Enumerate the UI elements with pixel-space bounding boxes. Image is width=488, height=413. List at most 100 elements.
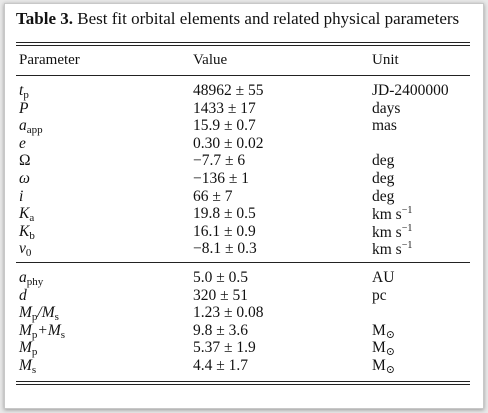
text-segment: mas: [372, 117, 397, 135]
value-cell: 19.8 ± 0.5: [193, 205, 256, 223]
unit-cell: M⊙: [372, 357, 395, 376]
table-row: Kb 16.1 ± 0.9 km s−1: [5, 222, 483, 242]
unit-cell: pc: [372, 287, 387, 305]
text-segment: days: [372, 99, 401, 117]
text-segment: s: [31, 364, 37, 376]
text-segment: b: [29, 229, 35, 242]
unit-cell: JD-2400000: [372, 82, 449, 100]
table-row: aapp 15.9 ± 0.7 mas: [5, 117, 483, 136]
value-cell: 16.1 ± 0.9: [193, 222, 256, 240]
text-segment: M: [372, 339, 386, 357]
value-cell: −8.1 ± 0.3: [193, 240, 257, 258]
value-cell: 5.0 ± 0.5: [193, 269, 249, 286]
text-segment: K: [19, 205, 30, 223]
unit-cell: AU: [372, 269, 394, 287]
text-segment: km s: [372, 223, 402, 241]
text-segment: km s: [372, 206, 402, 224]
value-cell: −7.7 ± 6: [193, 152, 246, 170]
table-row: P 1433 ± 17 days: [5, 100, 483, 118]
text-segment: M: [19, 321, 32, 339]
text-segment: AU: [372, 269, 395, 286]
header-cell: Value: [193, 52, 228, 68]
parameter-cell: Mp/Ms: [19, 304, 59, 323]
parameter-cell: P: [19, 100, 28, 118]
unit-cell: deg: [372, 170, 394, 188]
value-cell: 1433 ± 17: [193, 99, 256, 117]
text-segment: deg: [372, 187, 395, 205]
text-segment: P: [19, 99, 29, 117]
text-segment: −1: [401, 222, 413, 234]
table-row: v0 −8.1 ± 0.3 km s−1: [5, 240, 483, 259]
unit-cell: km s−1: [372, 205, 412, 224]
unit-cell: days: [372, 100, 400, 118]
text-segment: /M: [37, 304, 55, 322]
text-segment: ⊙: [385, 364, 396, 376]
table-title: Table 3. Best fit orbital elements and r…: [16, 9, 459, 29]
parameter-cell: Mp: [19, 339, 37, 358]
header-cell: Unit: [372, 52, 399, 68]
value-cell: 66 ± 7: [193, 187, 233, 205]
parameter-cell: tp: [19, 82, 29, 101]
parameter-cell: v0: [19, 240, 31, 259]
value-cell: 4.4 ± 1.7: [193, 357, 249, 374]
text-segment: p: [31, 328, 38, 341]
text-segment: ⊙: [385, 328, 396, 341]
group-rule: [16, 262, 470, 263]
text-segment: app: [26, 124, 43, 137]
unit-cell: km s−1: [372, 223, 412, 242]
text-segment: deg: [372, 152, 395, 170]
text-segment: ω: [19, 170, 30, 187]
table-row: d 320 ± 51 pc: [5, 287, 483, 305]
text-segment: p: [23, 89, 29, 101]
parameter-cell: Kb: [19, 223, 35, 242]
parameter-cell: Mp+Ms: [19, 322, 65, 341]
text-segment: pc: [372, 286, 387, 304]
value-cell: 320 ± 51: [193, 286, 249, 304]
value-cell: 5.37 ± 1.9: [193, 339, 256, 357]
table-row: aphy 5.0 ± 0.5 AU: [5, 269, 483, 288]
text-segment: s: [54, 311, 59, 324]
table-row: Mp/Ms 1.23 ± 0.08: [5, 304, 483, 323]
unit-cell: M⊙: [372, 339, 395, 358]
value-cell: 48962 ± 55: [193, 82, 264, 99]
unit-cell: km s−1: [372, 240, 412, 259]
parameter-cell: Ms: [19, 357, 36, 376]
text-segment: a: [19, 117, 27, 135]
table-label: Table 3.: [16, 9, 74, 28]
text-segment: −1: [401, 205, 413, 217]
table-row: e 0.30 ± 0.02: [5, 135, 483, 153]
table-row: tp 48962 ± 55 JD-2400000: [5, 82, 483, 101]
parameter-cell: Ka: [19, 205, 34, 224]
table-caption: Best fit orbital elements and related ph…: [77, 9, 460, 28]
value-cell: 15.9 ± 0.7: [193, 117, 256, 135]
text-segment: M: [372, 357, 386, 374]
text-segment: Ω: [19, 152, 31, 170]
value-cell: 1.23 ± 0.08: [193, 304, 264, 322]
text-segment: M: [19, 304, 32, 322]
text-segment: t: [19, 82, 24, 99]
table-row: Ka 19.8 ± 0.5 km s−1: [5, 205, 483, 224]
parameter-cell: e: [19, 135, 26, 153]
text-segment: +M: [37, 321, 61, 339]
unit-cell: deg: [372, 152, 394, 170]
text-segment: M: [19, 339, 32, 357]
text-segment: v: [19, 240, 26, 258]
parameter-cell: Ω: [19, 152, 31, 170]
header-rule: [16, 75, 470, 76]
table-row: Ω −7.7 ± 6 deg: [5, 152, 483, 170]
table-card: Table 3. Best fit orbital elements and r…: [4, 3, 484, 409]
value-cell: 0.30 ± 0.02: [193, 134, 264, 152]
text-segment: M: [19, 357, 32, 374]
text-segment: K: [19, 222, 30, 240]
text-segment: −1: [401, 240, 413, 252]
table-row: Mp 5.37 ± 1.9 M⊙: [5, 339, 483, 358]
text-segment: M: [372, 321, 386, 339]
parameter-cell: aapp: [19, 117, 43, 136]
text-segment: p: [31, 346, 38, 359]
text-segment: p: [31, 311, 38, 324]
parameter-cell: d: [19, 287, 27, 305]
table-row: Ms 4.4 ± 1.7 M⊙: [5, 357, 483, 376]
text-segment: i: [19, 187, 24, 205]
header-row: Parameter Value Unit: [5, 52, 483, 70]
text-segment: km s: [372, 241, 402, 259]
